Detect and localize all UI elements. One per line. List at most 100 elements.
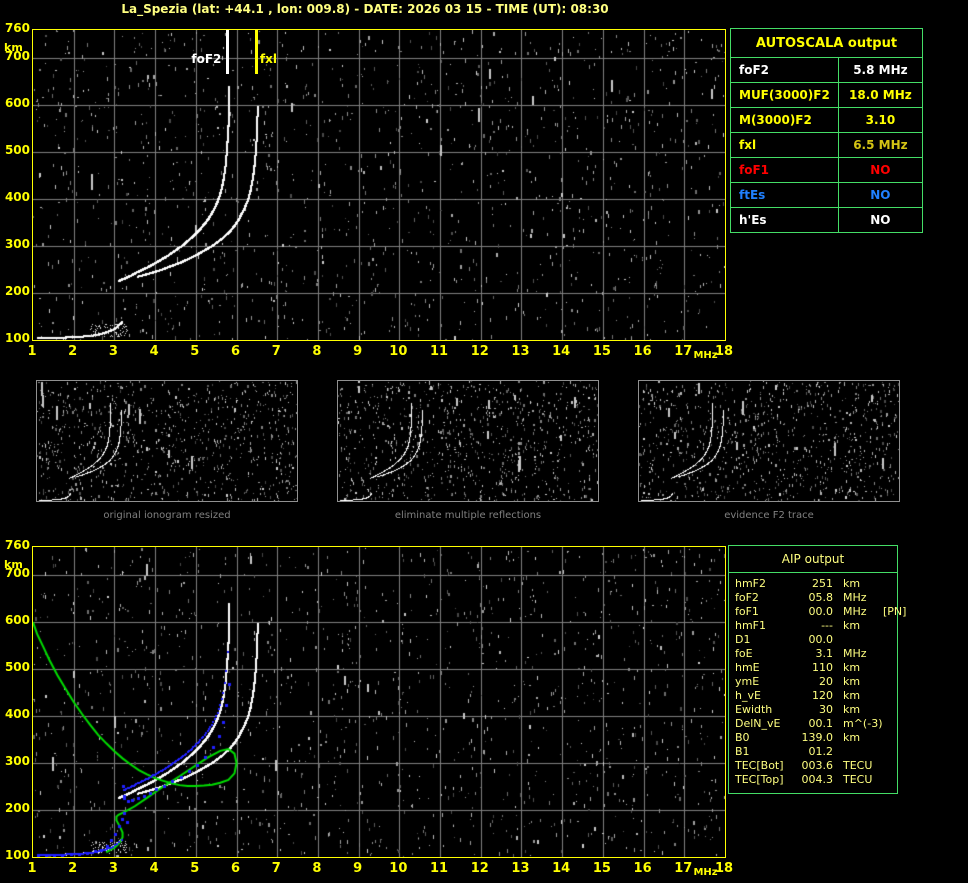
- autoscala-row: foF1 NO: [730, 157, 924, 183]
- aip-row: B1 01.2: [735, 745, 897, 759]
- aip-param-name: foF2: [735, 591, 759, 604]
- autoscala-row: h'Es NO: [730, 207, 924, 233]
- aip-param-name: foE: [735, 647, 753, 660]
- autoscala-param-name: ftEs: [730, 182, 839, 208]
- aip-param-unit: MHz: [843, 605, 867, 618]
- x-axis-tick-label: 13: [511, 861, 530, 876]
- x-axis-tick-label: 16: [633, 861, 652, 876]
- aip-row: Ewidth 30 km: [735, 703, 897, 717]
- aip-param-value: 120: [812, 689, 833, 702]
- x-axis-tick-label: 11: [430, 861, 449, 876]
- x-axis-tick-label: 18: [714, 344, 734, 359]
- y-axis-tick-label: 400: [4, 190, 30, 205]
- y-axis-unit-label: km: [4, 41, 23, 54]
- panel-evidence-f2[interactable]: [638, 380, 900, 502]
- aip-param-value: 110: [812, 661, 833, 674]
- aip-param-unit: km: [843, 675, 861, 688]
- aip-row: foF1 00.0 MHz [PN]: [735, 605, 906, 619]
- autoscala-param-name: fxl: [730, 132, 839, 158]
- aip-param-name: h_vE: [735, 689, 761, 702]
- y-axis-unit-label: km: [4, 558, 23, 571]
- aip-param-value: 004.3: [801, 773, 834, 786]
- autoscala-row: ftEs NO: [730, 182, 924, 208]
- panel-eliminate-reflections[interactable]: [337, 380, 599, 502]
- aip-param-unit: km: [843, 619, 861, 632]
- x-axis-tick-label: 3: [108, 861, 118, 876]
- aip-param-unit: m^(-3): [843, 717, 883, 730]
- aip-param-value: 30: [819, 703, 833, 716]
- aip-row: foE 3.1 MHz: [735, 647, 897, 661]
- x-axis-tick-label: 17: [674, 344, 693, 359]
- x-axis-tick-label: 13: [511, 344, 530, 359]
- aip-row: hmF2 251 km: [735, 577, 897, 591]
- aip-param-name: Ewidth: [735, 703, 773, 716]
- aip-param-value: 00.0: [808, 633, 834, 646]
- x-axis-tick-label: 18: [714, 861, 734, 876]
- x-axis-tick-label: 12: [470, 344, 489, 359]
- y-axis-tick-label: 760: [4, 21, 30, 35]
- fxl-marker-tick: [254, 30, 258, 74]
- aip-output-panel: AIP output hmF2 251 km foF2 05.8 MHz foF1 00.0 M…: [728, 545, 906, 794]
- x-axis-unit-label: MHz: [693, 867, 718, 878]
- aip-param-unit: km: [843, 731, 861, 744]
- x-axis-tick-label: 4: [149, 861, 159, 876]
- y-axis-tick-label: 600: [4, 96, 30, 111]
- aip-param-name: TEC[Top]: [735, 773, 784, 786]
- autoscala-param-value: NO: [837, 182, 924, 208]
- fof2-marker-tick: [226, 30, 230, 74]
- autoscala-param-value: 3.10: [837, 107, 924, 133]
- profile-ionogram-plot[interactable]: [32, 546, 726, 858]
- aip-param-name: DelN_vE: [735, 717, 781, 730]
- x-axis-tick-label: 8: [312, 861, 322, 876]
- x-axis-tick-label: 4: [149, 344, 159, 359]
- x-axis-tick-label: 11: [430, 344, 449, 359]
- aip-row: foF2 05.8 MHz: [735, 591, 897, 605]
- autoscala-param-value: NO: [837, 157, 924, 183]
- y-axis-tick-label: 700: [4, 566, 30, 581]
- fof2-marker-label: foF2: [191, 51, 222, 66]
- x-axis-tick-label: 7: [271, 344, 281, 359]
- panel-eliminate-reflections-caption: eliminate multiple reflections: [394, 510, 542, 521]
- x-axis-tick-label: 6: [230, 861, 241, 876]
- x-axis-tick-label: 5: [190, 861, 200, 876]
- x-axis-tick-label: 15: [592, 344, 611, 359]
- x-axis-tick-label: 16: [633, 344, 652, 359]
- x-axis-tick-label: 7: [271, 861, 281, 876]
- main-ionogram-plot[interactable]: [32, 29, 726, 341]
- aip-param-unit: MHz: [843, 591, 867, 604]
- y-axis-tick-label: 200: [4, 801, 30, 816]
- aip-param-value: 00.0: [808, 605, 834, 618]
- panel-original-ionogram[interactable]: [36, 380, 298, 502]
- x-axis-tick-label: 1: [27, 861, 37, 876]
- aip-param-name: B1: [735, 745, 750, 758]
- y-axis-tick-label: 300: [4, 237, 30, 252]
- aip-row: B0 139.0 km: [735, 731, 897, 745]
- y-axis-tick-label: 700: [4, 49, 30, 64]
- aip-param-name: hmF1: [735, 619, 767, 632]
- autoscala-param-value: 6.5 MHz: [837, 132, 924, 158]
- y-axis-tick-label: 400: [4, 707, 30, 722]
- x-axis-tick-label: 6: [230, 344, 241, 359]
- aip-param-name: TEC[Bot]: [735, 759, 784, 772]
- autoscala-param-name: M(3000)F2: [730, 107, 839, 133]
- aip-row: h_vE 120 km: [735, 689, 897, 703]
- aip-param-value: 01.2: [808, 745, 834, 758]
- autoscala-param-value: NO: [837, 207, 924, 233]
- x-axis-tick-label: 1: [27, 344, 37, 359]
- aip-param-name: B0: [735, 731, 750, 744]
- y-axis-tick-label: 760: [4, 538, 30, 552]
- aip-row: D1 00.0: [735, 633, 897, 647]
- aip-param-name: hmE: [735, 661, 760, 674]
- autoscala-row: fxl 6.5 MHz: [730, 132, 924, 158]
- autoscala-param-value: 18.0 MHz: [837, 82, 924, 108]
- x-axis-tick-label: 12: [470, 861, 489, 876]
- x-axis-tick-label: 10: [389, 344, 408, 359]
- aip-param-value: 3.1: [815, 647, 834, 660]
- aip-param-unit: TECU: [843, 773, 873, 786]
- y-axis-tick-label: 300: [4, 754, 30, 769]
- autoscala-param-value: 5.8 MHz: [837, 57, 924, 83]
- x-axis-tick-label: 15: [592, 861, 611, 876]
- y-axis-tick-label: 500: [4, 660, 30, 675]
- aip-row: ymE 20 km: [735, 675, 897, 689]
- x-axis-tick-label: 10: [389, 861, 408, 876]
